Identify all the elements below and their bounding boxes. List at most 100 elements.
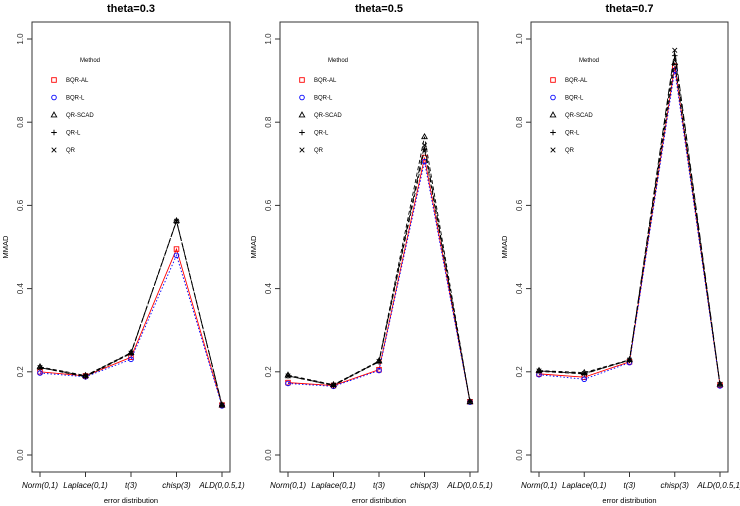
x-axis-label: error distribution bbox=[602, 496, 656, 505]
legend-label: QR-L bbox=[314, 131, 329, 137]
series-qr bbox=[285, 142, 473, 405]
y-tick-label: 0.2 bbox=[264, 366, 273, 378]
data-point bbox=[330, 382, 337, 388]
series-bqr-al bbox=[285, 154, 473, 405]
panel-1: theta=0.3 0.0 0.2 0.4 0.6 0.8 1.0 MMAD Norm(0,1)… bbox=[1, 3, 245, 505]
legend-marker bbox=[51, 77, 57, 83]
legend-label: QR bbox=[314, 148, 324, 154]
legend-label: BQR-AL bbox=[314, 78, 337, 84]
data-point bbox=[626, 357, 633, 363]
y-tick-label: 0.0 bbox=[264, 449, 273, 461]
series-line bbox=[39, 247, 223, 406]
data-point bbox=[376, 367, 382, 374]
y-tick-label: 0.4 bbox=[264, 282, 273, 294]
legend-marker bbox=[550, 129, 556, 136]
data-point bbox=[37, 365, 43, 371]
series-line bbox=[39, 219, 223, 406]
series-line bbox=[287, 157, 471, 402]
legend-marker bbox=[550, 77, 556, 83]
legend-label: QR bbox=[66, 148, 76, 154]
legend-marker bbox=[51, 94, 57, 101]
series-line bbox=[538, 55, 721, 385]
series-line bbox=[287, 161, 471, 403]
x-tick-label: Norm(0,1) bbox=[22, 481, 58, 490]
data-point bbox=[285, 380, 291, 387]
y-tick-label: 0.6 bbox=[515, 199, 524, 211]
panel-2: theta=0.5 0.0 0.2 0.4 0.6 0.8 1.0 MMAD Norm(0,1)… bbox=[249, 3, 493, 505]
series-qr-l bbox=[37, 217, 225, 409]
x-tick-label: Norm(0,1) bbox=[270, 481, 306, 490]
legend-marker bbox=[299, 147, 305, 153]
x-tick-label: chisp(3) bbox=[661, 481, 690, 490]
x-axis: Norm(0,1) Laplace(0,1) t(3) chisp(3) ALD(0,0… bbox=[521, 472, 740, 490]
x-tick-label: ALD(0,0.5,1) bbox=[696, 481, 740, 490]
legend-marker bbox=[51, 129, 57, 136]
data-point bbox=[37, 370, 43, 376]
data-point bbox=[376, 358, 382, 365]
data-point bbox=[219, 402, 225, 408]
series-qr-scad bbox=[535, 58, 724, 387]
legend-label: QR-SCAD bbox=[66, 113, 94, 119]
panel-title: theta=0.3 bbox=[107, 3, 155, 15]
legend-title: Method bbox=[579, 58, 599, 64]
x-tick-label: t(3) bbox=[624, 481, 636, 490]
data-point bbox=[128, 350, 134, 356]
legend-label: QR-L bbox=[66, 131, 81, 137]
legend: Method BQR-AL BQR-L QR-SCAD QR-L QR bbox=[298, 58, 348, 154]
legend-marker bbox=[550, 147, 556, 153]
data-point bbox=[173, 218, 180, 224]
y-axis-label: MMAD bbox=[1, 235, 10, 258]
data-point bbox=[421, 132, 428, 140]
legend-title: Method bbox=[328, 58, 348, 64]
y-tick-label: 0.6 bbox=[16, 199, 25, 211]
legend-marker bbox=[299, 94, 305, 101]
y-axis-label: MMAD bbox=[249, 235, 258, 258]
series-qr-l bbox=[285, 146, 473, 405]
y-tick-label: 0.8 bbox=[264, 116, 273, 128]
y-tick-label: 1.0 bbox=[16, 33, 25, 45]
legend-label: BQR-L bbox=[314, 96, 333, 102]
series-line bbox=[287, 144, 471, 402]
y-tick-label: 0.6 bbox=[264, 199, 273, 211]
data-point bbox=[671, 52, 678, 59]
legend-label: BQR-AL bbox=[66, 78, 89, 84]
data-point bbox=[581, 370, 587, 377]
y-tick-label: 1.0 bbox=[264, 33, 273, 45]
data-point bbox=[467, 399, 473, 405]
data-point bbox=[421, 142, 428, 148]
series-bqr-al bbox=[37, 246, 225, 408]
x-axis-label: error distribution bbox=[352, 496, 406, 505]
data-point bbox=[82, 373, 89, 380]
y-tick-label: 0.8 bbox=[515, 116, 524, 128]
y-tick-label: 0.4 bbox=[16, 282, 25, 294]
x-tick-label: ALD(0,0.5,1) bbox=[446, 481, 493, 490]
legend-label: BQR-L bbox=[66, 96, 85, 102]
data-point bbox=[173, 246, 180, 252]
legend-label: BQR-L bbox=[565, 96, 584, 102]
legend: Method BQR-AL BQR-L QR-SCAD QR-L QR bbox=[549, 58, 599, 154]
y-tick-label: 1.0 bbox=[515, 33, 524, 45]
legend-marker bbox=[299, 129, 305, 136]
x-tick-label: chisp(3) bbox=[162, 481, 191, 490]
x-axis: Norm(0,1) Laplace(0,1) t(3) chisp(3) ALD(0,0… bbox=[22, 472, 245, 490]
y-tick-label: 0.8 bbox=[16, 116, 25, 128]
series-bqr-l bbox=[37, 252, 225, 409]
series-qr bbox=[37, 218, 225, 408]
x-tick-label: Laplace(0,1) bbox=[311, 481, 356, 490]
plot-frame bbox=[31, 21, 231, 473]
y-tick-label: 0.0 bbox=[16, 449, 25, 461]
y-axis-label: MMAD bbox=[500, 235, 509, 258]
y-tick-label: 0.0 bbox=[515, 449, 524, 461]
x-tick-label: Laplace(0,1) bbox=[63, 481, 108, 490]
plot-frame bbox=[530, 21, 729, 473]
series-line bbox=[39, 219, 223, 406]
legend-label: QR-L bbox=[565, 131, 580, 137]
y-tick-label: 0.2 bbox=[16, 366, 25, 378]
data-point bbox=[536, 368, 542, 374]
x-tick-label: t(3) bbox=[373, 481, 385, 490]
y-tick-label: 0.2 bbox=[515, 366, 524, 378]
x-tick-label: Laplace(0,1) bbox=[562, 481, 607, 490]
data-point bbox=[173, 252, 180, 259]
legend-marker bbox=[298, 111, 306, 118]
